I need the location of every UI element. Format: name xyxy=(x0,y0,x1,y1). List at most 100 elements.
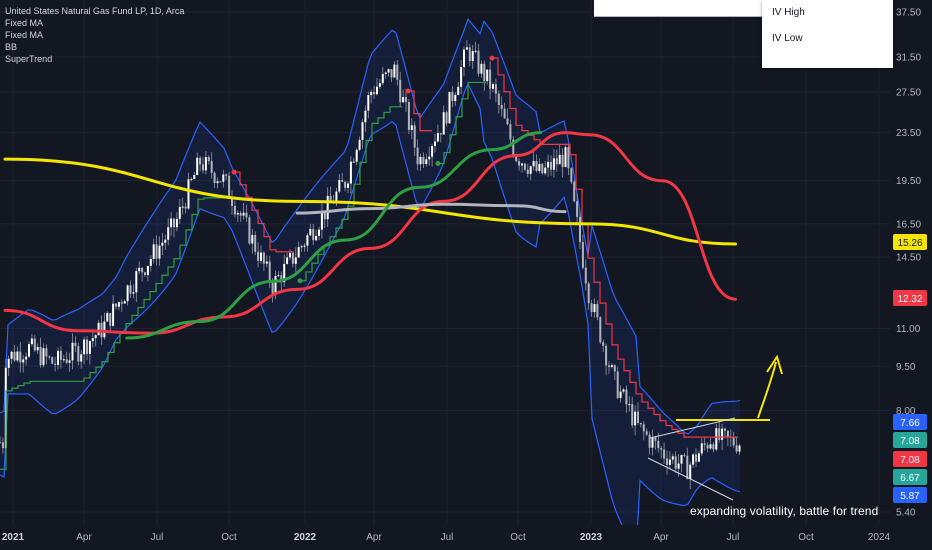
candle-body xyxy=(344,181,347,188)
svg-text:12.32: 12.32 xyxy=(897,294,922,305)
candle-body xyxy=(16,351,19,361)
candle-body xyxy=(349,161,352,184)
candle-body xyxy=(494,84,497,94)
x-tick-label: 2021 xyxy=(2,532,25,543)
candle-body xyxy=(138,267,141,272)
candle-body xyxy=(654,437,657,441)
svg-text:5.87: 5.87 xyxy=(900,491,920,502)
menu-item-iv-low[interactable]: IV Low xyxy=(772,33,803,44)
candle-body xyxy=(22,359,25,363)
candle-body xyxy=(593,304,596,313)
candle-body xyxy=(286,257,289,264)
candle-body xyxy=(671,456,674,460)
trend-drawings xyxy=(647,354,783,501)
svg-text:7.08: 7.08 xyxy=(900,436,920,447)
candle-body xyxy=(161,242,164,246)
legend-fixed-ma-2[interactable]: Fixed MA xyxy=(5,30,44,40)
candle-body xyxy=(477,50,480,74)
supertrend-segment xyxy=(408,90,432,132)
candle-body xyxy=(135,271,138,293)
x-tick-label: Oct xyxy=(510,532,526,543)
candle-body xyxy=(668,459,671,465)
candle-body xyxy=(306,235,309,246)
candle-body xyxy=(683,454,686,456)
candle-body xyxy=(335,191,338,204)
candle-body xyxy=(419,156,422,165)
candle-body xyxy=(367,95,370,111)
indicator-dropdown[interactable]: IV High IV Low xyxy=(762,0,893,68)
candle-body xyxy=(254,234,257,252)
candle-body xyxy=(347,183,349,188)
price-axis[interactable]: 37.50 31.50 27.50 23.50 19.50 16.50 14.50 11.00… xyxy=(890,0,932,550)
candle-body xyxy=(576,201,579,217)
legend-bb[interactable]: BB xyxy=(5,42,18,52)
candle-body xyxy=(225,174,228,176)
candle-body xyxy=(439,133,442,135)
menu-item-iv-high[interactable]: IV High xyxy=(772,7,805,18)
chart-legend[interactable]: United States Natural Gas Fund LP, 1D, A… xyxy=(5,5,184,65)
x-tick-label: Jul xyxy=(151,532,164,543)
y-tick-label: 16.50 xyxy=(896,219,921,230)
candle-body xyxy=(378,83,381,87)
candle-body xyxy=(45,348,48,357)
candle-body xyxy=(228,175,231,198)
search-box-edge xyxy=(594,0,762,17)
x-tick-label: Apr xyxy=(76,532,92,543)
candle-body xyxy=(428,156,431,160)
y-tick-label: 19.50 xyxy=(896,176,921,187)
x-tick-label: 2023 xyxy=(580,532,603,543)
candle-body xyxy=(637,411,639,423)
candle-body xyxy=(10,351,13,359)
candle-body xyxy=(500,104,503,109)
x-tick-label: Oct xyxy=(798,532,814,543)
candle-body xyxy=(529,166,532,174)
candle-body xyxy=(62,359,65,361)
candle-body xyxy=(410,125,413,130)
candle-body xyxy=(199,157,202,165)
candle-body xyxy=(518,161,521,166)
candle-body xyxy=(48,356,51,358)
candle-body xyxy=(236,212,239,215)
candle-body xyxy=(523,163,526,170)
candle-body xyxy=(503,108,506,119)
candle-body xyxy=(712,444,715,450)
symbol-title[interactable]: United States Natural Gas Fund LP, 1D, A… xyxy=(5,6,185,16)
candle-body xyxy=(361,122,364,140)
candle-body xyxy=(689,464,692,480)
candle-body xyxy=(660,448,663,450)
candle-body xyxy=(608,365,610,368)
candle-body xyxy=(326,195,329,220)
candle-body xyxy=(268,261,271,283)
candle-body xyxy=(697,453,700,462)
candle-body xyxy=(77,346,80,362)
candle-body xyxy=(521,163,523,166)
candle-body xyxy=(738,445,741,452)
candle-body xyxy=(700,443,703,454)
candle-body xyxy=(129,285,132,294)
candle-body xyxy=(146,265,149,276)
candle-body xyxy=(436,133,439,142)
candle-body xyxy=(422,156,425,164)
candle-body xyxy=(622,389,625,392)
candle-body xyxy=(512,139,515,156)
candle-body xyxy=(65,359,68,363)
candle-body xyxy=(355,149,358,162)
candle-body xyxy=(112,303,115,326)
candle-body xyxy=(631,404,634,426)
candle-body xyxy=(196,157,199,176)
candle-body xyxy=(187,179,190,209)
candle-body xyxy=(732,437,735,446)
time-axis[interactable]: 2021 Apr Jul Oct 2022 Apr Jul Oct 2023 Apr Jul Oct 2… xyxy=(0,525,932,550)
candle-body xyxy=(158,245,161,259)
candle-body xyxy=(703,443,706,445)
candle-body xyxy=(663,449,666,459)
candle-body xyxy=(219,181,222,183)
legend-supertrend[interactable]: SuperTrend xyxy=(5,54,53,64)
candle-body xyxy=(167,227,170,240)
y-tick-label: 5.40 xyxy=(896,508,916,519)
legend-fixed-ma-1[interactable]: Fixed MA xyxy=(5,18,44,28)
candle-body xyxy=(735,445,738,452)
candle-body xyxy=(123,301,126,304)
candle-body xyxy=(83,339,86,355)
